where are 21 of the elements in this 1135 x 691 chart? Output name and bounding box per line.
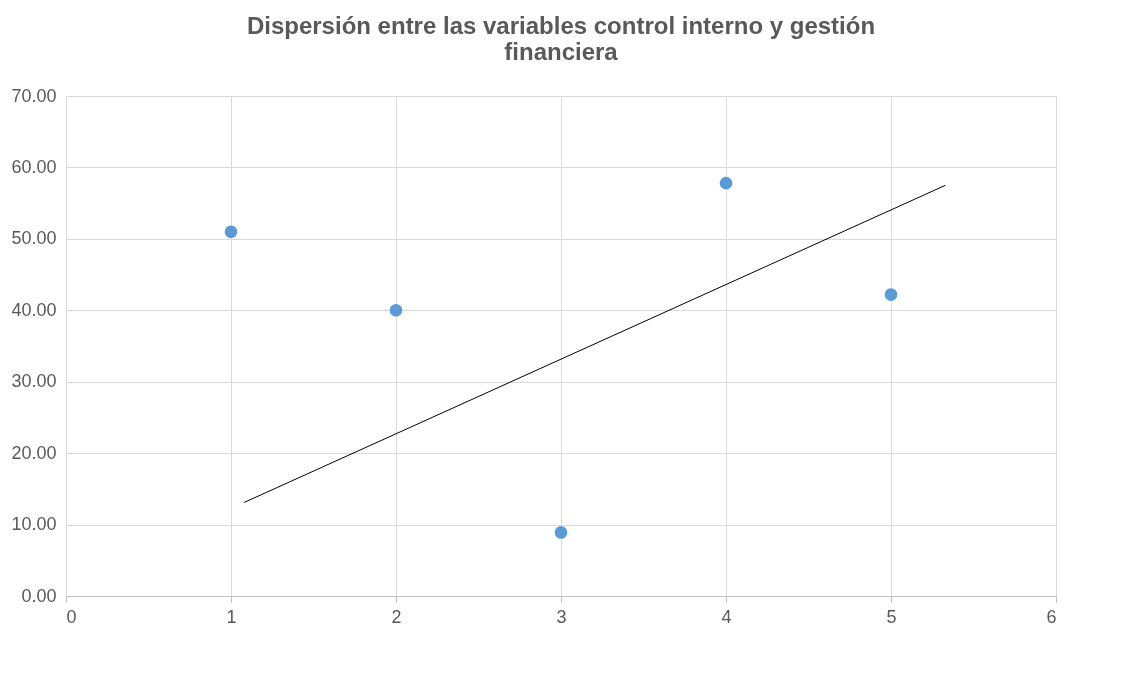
x-tick-label: 1 (226, 606, 237, 627)
y-tick-label: 10.00 (11, 514, 57, 535)
y-tick-label: 30.00 (11, 371, 57, 392)
y-tick-label: 0.00 (21, 585, 57, 606)
point (719, 176, 733, 190)
y-tick-label: 20.00 (11, 442, 57, 463)
y-tick-label: 60.00 (11, 156, 57, 177)
chart-title: Dispersión entre las variables control interno y gestión financiera (246, 12, 876, 65)
x-tick-label: 6 (1046, 606, 1057, 627)
y-tick-label: 70.00 (11, 85, 57, 106)
x-tick-label: 2 (391, 606, 402, 627)
y-tick-label: 40.00 (11, 299, 57, 320)
point (554, 526, 568, 539)
x-tick-label: 0 (66, 606, 77, 627)
x-tick-label: 4 (721, 606, 732, 627)
point (884, 288, 898, 301)
point (224, 225, 238, 239)
y-tick-label: 50.00 (11, 228, 57, 249)
point (389, 303, 403, 317)
x-tick-label: 3 (556, 606, 567, 627)
x-tick-label: 5 (886, 606, 897, 627)
